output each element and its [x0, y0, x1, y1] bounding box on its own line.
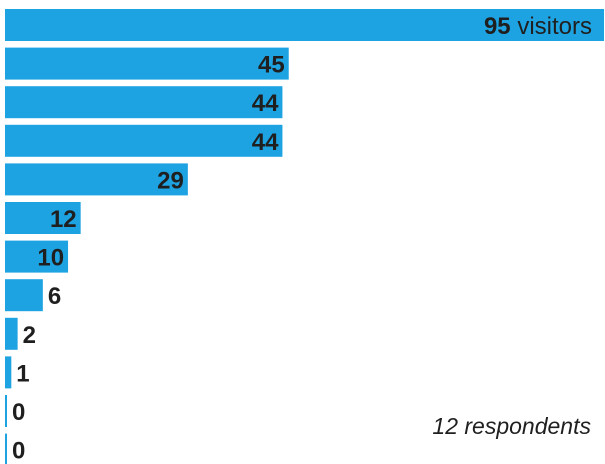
bar-value-label: 95 visitors — [484, 13, 592, 40]
bar — [5, 124, 283, 157]
bar — [5, 240, 69, 273]
bar-value-label: 29 — [157, 167, 184, 194]
bar-value-label: 10 — [37, 245, 64, 272]
bar — [5, 163, 188, 196]
bar — [5, 356, 12, 389]
bar — [5, 395, 7, 427]
bar-value-label: 45 — [258, 52, 285, 79]
bar — [5, 47, 289, 80]
bar — [5, 317, 18, 350]
bar-value-label: 1 — [16, 360, 29, 387]
bar — [5, 279, 43, 312]
bar-value-label: 6 — [48, 283, 61, 310]
value-unit-label: visitors — [511, 13, 592, 40]
bar-value-label: 0 — [12, 399, 25, 426]
bar-value-label: 2 — [23, 322, 36, 349]
bar-value-label: 12 — [50, 206, 77, 233]
bar-value-label: 44 — [252, 90, 279, 117]
bar — [5, 433, 7, 464]
bar-value-label: 0 — [12, 438, 25, 464]
bar-value-label: 44 — [252, 129, 279, 156]
bar — [5, 202, 81, 234]
bar — [5, 86, 283, 119]
bar — [5, 9, 604, 41]
respondents-note: 12 respondents — [432, 413, 591, 439]
